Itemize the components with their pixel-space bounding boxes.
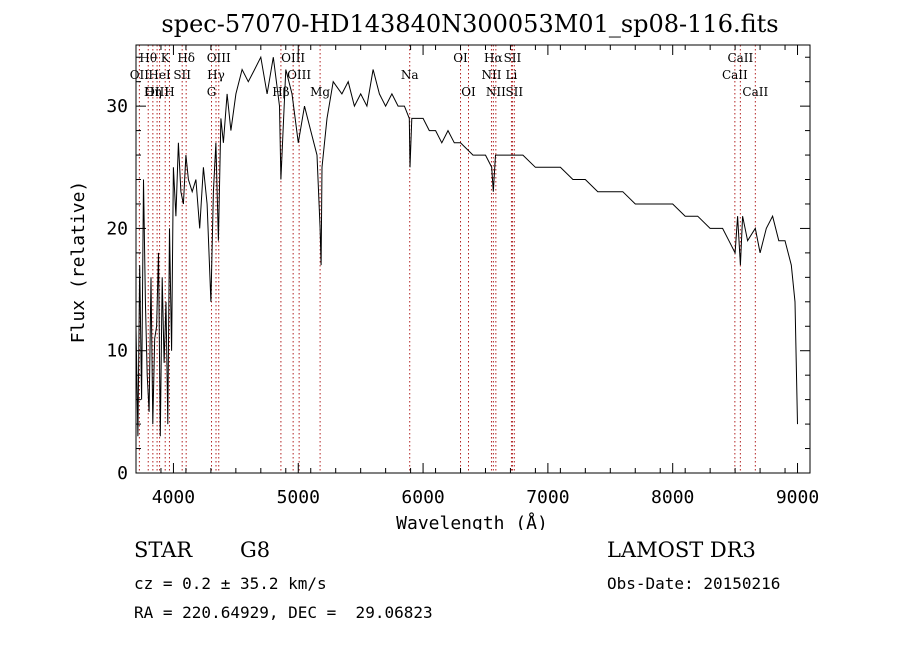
x-tick-label: 4000 xyxy=(152,487,195,508)
line-marker-label: OIII xyxy=(281,51,305,65)
plot-frame xyxy=(135,44,811,474)
y-axis-ticks: 0 10 20 30 xyxy=(106,56,810,484)
x-tick-label: 8000 xyxy=(651,487,694,508)
x-tick-label: 5000 xyxy=(277,487,320,508)
line-marker-label: CaII xyxy=(722,68,748,82)
line-marker-label: Hδ xyxy=(177,51,195,65)
line-marker-label: Hβ xyxy=(272,85,289,99)
x-tick-label: 6000 xyxy=(401,487,444,508)
line-marker-label: OIII xyxy=(287,68,311,82)
y-tick-label: 10 xyxy=(106,341,128,362)
spectral-line-markers xyxy=(138,45,756,473)
survey-name: LAMOST DR3 xyxy=(607,538,756,562)
line-marker-label: SII xyxy=(505,85,523,99)
line-marker-label: OI xyxy=(461,85,476,99)
line-marker-label: OI xyxy=(453,51,468,65)
line-marker-label: K xyxy=(161,51,171,65)
line-marker-label: OIII xyxy=(207,51,231,65)
line-marker-label: CaII xyxy=(742,85,768,99)
line-marker-label: Li xyxy=(506,68,518,82)
line-marker-label: OII xyxy=(130,68,150,82)
x-axis-ticks: 4000 5000 6000 7000 8000 9000 xyxy=(135,45,819,508)
spectrum-chart: spec-57070-HD143840N300053M01_sp08-116.f… xyxy=(68,10,819,530)
line-marker-label: HeI xyxy=(148,68,171,82)
line-marker-label: NII xyxy=(481,68,501,82)
x-tick-label: 7000 xyxy=(526,487,569,508)
line-marker-label: Na xyxy=(401,68,419,82)
observation-date: Obs-Date: 20150216 xyxy=(607,574,781,593)
line-marker-label: CaII xyxy=(727,51,753,65)
chart-title: spec-57070-HD143840N300053M01_sp08-116.f… xyxy=(161,10,778,38)
y-tick-label: 20 xyxy=(106,218,128,239)
object-subclass: G8 xyxy=(240,538,271,562)
line-marker-label: OIII xyxy=(145,85,169,99)
line-marker-label: Mg xyxy=(310,85,330,99)
line-marker-label: Hα xyxy=(484,51,503,65)
object-class: STAR xyxy=(134,538,193,562)
line-marker-label: Hη xyxy=(144,85,162,99)
line-marker-label: Hγ xyxy=(207,68,225,82)
redshift-velocity: cz = 0.2 ± 35.2 km/s xyxy=(134,574,327,593)
line-marker-label: SII xyxy=(504,51,522,65)
spectrum-line xyxy=(135,55,798,437)
x-axis-label: Wavelength (Å) xyxy=(396,512,548,530)
line-marker-label: H xyxy=(164,85,174,99)
y-axis-label: Flux (relative) xyxy=(68,181,89,344)
y-tick-label: 0 xyxy=(117,463,128,484)
x-tick-label: 9000 xyxy=(776,487,819,508)
y-tick-label: 30 xyxy=(106,96,128,117)
line-marker-label: G xyxy=(207,85,217,99)
sky-coordinates: RA = 220.64929, DEC = 29.06823 xyxy=(134,603,433,622)
line-marker-label: SII xyxy=(173,68,191,82)
line-marker-label: Hθ xyxy=(139,51,157,65)
line-marker-label: NII xyxy=(486,85,506,99)
